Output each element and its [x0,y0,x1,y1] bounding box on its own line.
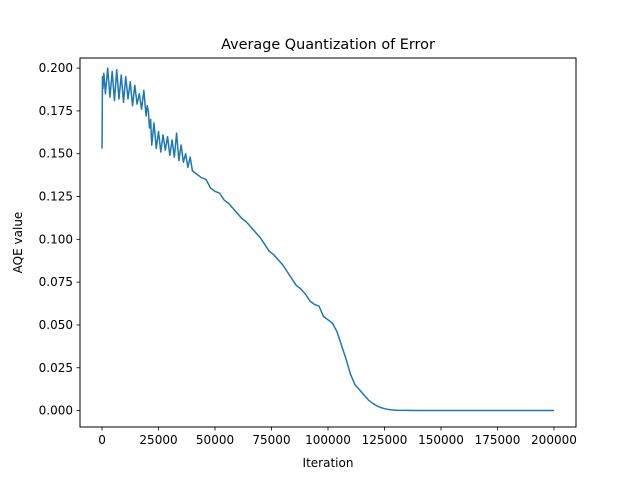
y-tick-label: 0.050 [39,318,73,332]
x-tick-label: 125000 [362,433,408,447]
chart-title: Average Quantization of Error [221,37,435,53]
aqe-series-line [101,67,554,412]
x-axis-label: Iteration [303,456,354,470]
y-tick-label: 0.125 [39,190,73,204]
y-axis-ticks: 0.000 0.025 0.050 0.075 0.100 0.125 0.150 0.175… [39,61,80,418]
y-tick-label: 0.025 [39,361,73,375]
y-tick-label: 0.200 [39,61,73,75]
x-tick-label: 50000 [196,433,234,447]
plot-frame [79,57,577,428]
x-tick-label: 0 [98,433,106,447]
x-tick-label: 200000 [531,433,577,447]
x-tick-label: 175000 [475,433,521,447]
x-tick-label: 25000 [139,433,177,447]
y-tick-label: 0.000 [39,404,73,418]
y-tick-label: 0.175 [39,104,73,118]
y-axis-label: AQE value [11,212,25,274]
y-tick-label: 0.075 [39,275,73,289]
plot-data-layer [101,67,554,412]
x-axis-ticks: 0 25000 50000 75000 100000 125000 150000 175000… [98,427,577,447]
x-tick-label: 75000 [252,433,290,447]
y-tick-label: 0.150 [39,147,73,161]
x-tick-label: 150000 [418,433,464,447]
y-tick-label: 0.100 [39,232,73,246]
x-tick-label: 100000 [305,433,351,447]
